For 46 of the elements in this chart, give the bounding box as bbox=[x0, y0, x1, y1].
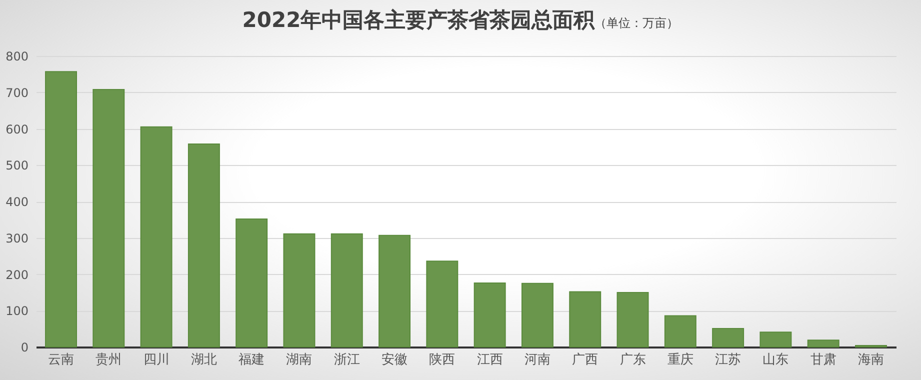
bar bbox=[188, 144, 220, 348]
x-tick-label: 江苏 bbox=[715, 352, 742, 368]
x-tick-label: 海南 bbox=[858, 352, 884, 368]
bar bbox=[616, 292, 649, 348]
x-tick-label: 云南 bbox=[48, 352, 74, 368]
x-tick-label: 江西 bbox=[476, 352, 503, 368]
bar bbox=[760, 332, 792, 348]
x-tick-label: 广西 bbox=[572, 352, 598, 368]
bar bbox=[807, 340, 840, 348]
bar bbox=[283, 233, 316, 348]
bar bbox=[330, 233, 363, 348]
y-tick-label: 500 bbox=[6, 158, 28, 173]
x-tick-label: 湖南 bbox=[286, 352, 312, 368]
bar bbox=[426, 260, 458, 348]
bar bbox=[236, 218, 268, 348]
x-tick-label: 甘肃 bbox=[810, 352, 836, 368]
y-tick-label: 100 bbox=[6, 304, 28, 318]
y-tick-label: 700 bbox=[6, 86, 28, 100]
bar bbox=[378, 234, 411, 348]
y-tick-label: 200 bbox=[6, 268, 28, 282]
x-tick-label: 四川 bbox=[143, 352, 170, 368]
chart-subtitle: （单位：万亩） bbox=[594, 16, 679, 30]
x-tick-label: 山东 bbox=[762, 352, 789, 368]
y-tick-label: 800 bbox=[6, 50, 28, 64]
bar bbox=[474, 282, 506, 348]
y-tick-label: 400 bbox=[6, 195, 28, 209]
x-tick-label: 广东 bbox=[620, 352, 646, 368]
bar bbox=[569, 291, 602, 348]
bar bbox=[521, 282, 554, 348]
bar bbox=[712, 328, 744, 348]
x-tick-label: 重庆 bbox=[667, 352, 694, 368]
bar bbox=[664, 315, 696, 348]
x-tick-label: 湖北 bbox=[190, 352, 217, 368]
x-tick-label: 福建 bbox=[238, 352, 265, 368]
x-tick-label: 浙江 bbox=[334, 352, 360, 368]
y-tick-label: 300 bbox=[6, 231, 28, 246]
chart-title: 2022年中国各主要产茶省茶园总面积 bbox=[242, 8, 595, 32]
x-tick-label: 安徽 bbox=[382, 352, 408, 368]
bar bbox=[140, 126, 172, 348]
bar bbox=[45, 71, 77, 348]
x-tick-label: 河南 bbox=[524, 352, 550, 368]
y-tick-label: 600 bbox=[6, 122, 28, 136]
x-tick-label: 陕西 bbox=[429, 352, 456, 368]
x-tick-label: 贵州 bbox=[96, 352, 122, 368]
bar bbox=[92, 88, 125, 348]
y-tick-label: 0 bbox=[20, 340, 28, 354]
